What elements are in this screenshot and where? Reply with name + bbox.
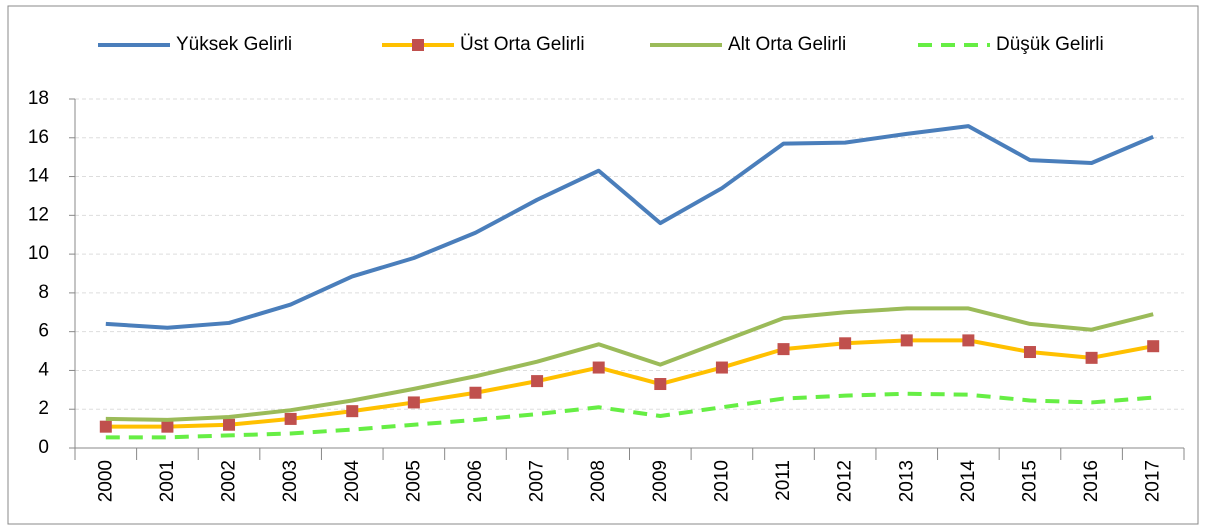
x-tick-label: 2017 bbox=[1143, 460, 1164, 502]
marker bbox=[1085, 351, 1098, 364]
legend-label: Düşük Gelirli bbox=[996, 34, 1104, 55]
marker bbox=[654, 378, 667, 391]
y-tick-label: 18 bbox=[28, 88, 49, 109]
marker bbox=[223, 418, 236, 431]
y-tick-label: 14 bbox=[28, 166, 50, 187]
marker bbox=[1147, 340, 1160, 353]
marker bbox=[592, 361, 605, 374]
x-tick-label: 2004 bbox=[342, 460, 363, 503]
marker bbox=[284, 412, 297, 425]
marker bbox=[469, 386, 482, 399]
x-tick-label: 2003 bbox=[280, 460, 301, 502]
marker bbox=[900, 334, 913, 347]
y-tick-label: 4 bbox=[38, 359, 49, 380]
x-tick-label: 2011 bbox=[773, 460, 794, 501]
x-tick-label: 2001 bbox=[157, 460, 178, 502]
marker bbox=[715, 361, 728, 374]
x-tick-label: 2012 bbox=[835, 460, 856, 502]
x-tick-label: 2000 bbox=[95, 460, 116, 502]
y-tick-label: 8 bbox=[38, 282, 49, 303]
x-tick-label: 2016 bbox=[1081, 460, 1102, 502]
series-line bbox=[105, 306, 1154, 422]
x-tick-label: 2013 bbox=[896, 460, 917, 502]
chart-border bbox=[7, 5, 1199, 525]
y-tick-label: 2 bbox=[38, 398, 49, 419]
x-tick-label: 2002 bbox=[219, 460, 240, 502]
y-tick-label: 6 bbox=[38, 321, 49, 342]
legend-label: Üst Orta Gelirli bbox=[460, 34, 585, 55]
y-tick-label: 16 bbox=[28, 127, 49, 148]
marker bbox=[531, 375, 544, 388]
marker bbox=[1023, 346, 1036, 359]
x-tick-label: 2009 bbox=[650, 460, 671, 502]
series-line bbox=[105, 391, 1154, 440]
y-tick-label: 12 bbox=[28, 204, 49, 225]
x-tick-label: 2005 bbox=[403, 460, 424, 502]
x-tick-label: 2007 bbox=[527, 460, 548, 502]
marker bbox=[962, 334, 975, 347]
x-tick-label: 2015 bbox=[1019, 460, 1040, 502]
series-line bbox=[105, 338, 1154, 429]
legend-label: Yüksek Gelirli bbox=[176, 34, 292, 55]
legend-label: Alt Orta Gelirli bbox=[728, 34, 846, 55]
marker bbox=[161, 420, 174, 433]
marker bbox=[839, 337, 852, 350]
x-tick-label: 2014 bbox=[958, 460, 979, 503]
series-line bbox=[105, 124, 1154, 330]
x-tick-label: 2010 bbox=[711, 460, 732, 502]
x-tick-label: 2008 bbox=[588, 460, 609, 502]
legend-marker bbox=[412, 39, 424, 51]
marker bbox=[407, 396, 420, 409]
x-tick-label: 2006 bbox=[465, 460, 486, 502]
y-tick-label: 0 bbox=[38, 437, 49, 458]
marker bbox=[99, 420, 112, 433]
marker bbox=[777, 343, 790, 356]
y-tick-label: 10 bbox=[28, 243, 49, 264]
marker bbox=[346, 405, 359, 418]
